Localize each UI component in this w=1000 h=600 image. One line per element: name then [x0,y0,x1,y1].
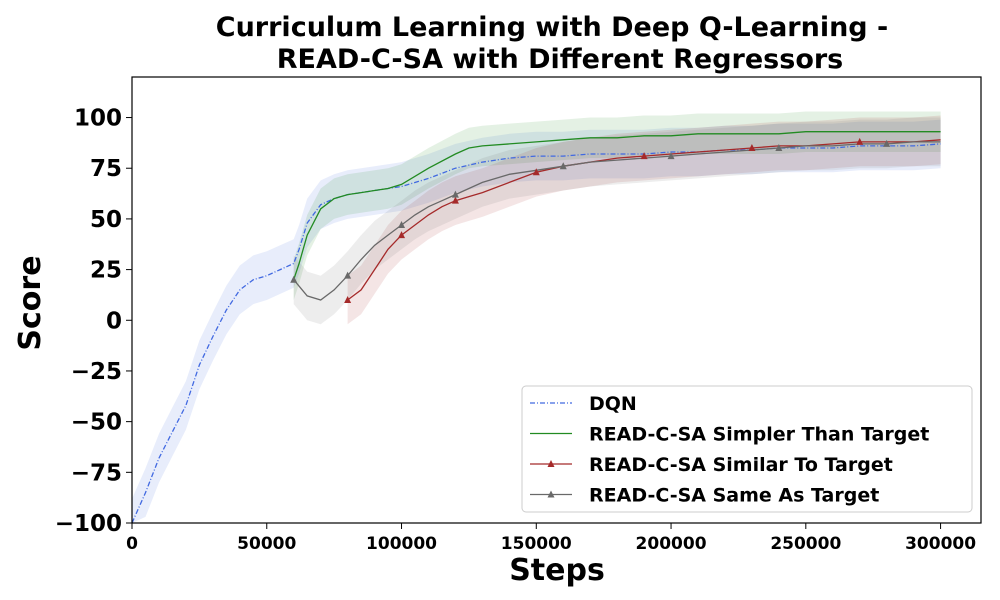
band-read-c-sa-similar-to-target [347,115,941,325]
marker-read-c-sa-same-as-target-28 [883,139,891,147]
y-tick-label: 0 [106,308,122,334]
y-axis-ticks: −100 −75 −50 −25 0 25 50 75 100 [55,106,132,537]
legend-label-read-c-sa-simpler-than-target: READ-C-SA Simpler Than Target [589,424,929,446]
marker-read-c-sa-similar-to-target-12 [532,168,540,176]
chart-title: Curriculum Learning with Deep Q-Learning… [216,12,888,75]
chart-title-line-1: Curriculum Learning with Deep Q-Learning… [216,12,888,43]
y-tick-label: 25 [90,258,122,284]
x-tick-label: 300000 [905,534,976,554]
x-axis-ticks: 0 50000 100000 150000 200000 250000 300000 [126,523,976,554]
marker-read-c-sa-similar-to-target-8 [451,196,459,204]
chart-title-line-2: READ-C-SA with Different Regressors [277,44,844,75]
legend-label-read-c-sa-similar-to-target: READ-C-SA Similar To Target [589,454,893,476]
y-tick-label: −75 [71,460,122,486]
y-tick-label: −100 [55,511,122,537]
legend-marker-read-c-sa-same-as-target [547,490,555,498]
legend-label-dqn: DQN [589,393,637,415]
marker-read-c-sa-same-as-target-24 [775,143,783,151]
line-read-c-sa-simpler-than-target [293,131,941,280]
marker-read-c-sa-same-as-target-4 [344,271,352,279]
band-read-c-sa-simpler-than-target [293,111,941,300]
x-axis-label: Steps [509,553,605,588]
legend: DQN READ-C-SA Simpler Than Target READ-C-S… [521,385,973,513]
series-markers [290,137,891,303]
x-tick-label: 250000 [770,534,841,554]
marker-read-c-sa-same-as-target-0 [290,275,298,283]
confidence-bands [132,111,941,523]
x-tick-label: 0 [126,534,138,554]
y-tick-label: 75 [90,156,122,182]
x-tick-label: 100000 [366,534,437,554]
marker-read-c-sa-same-as-target-12 [451,190,459,198]
y-tick-label: 50 [90,207,122,233]
marker-read-c-sa-similar-to-target-16 [640,152,648,160]
marker-read-c-sa-similar-to-target-20 [748,143,756,151]
x-tick-label: 50000 [237,534,296,554]
y-tick-label: 100 [74,106,122,132]
marker-read-c-sa-same-as-target-20 [667,152,675,160]
y-tick-label: −50 [71,410,122,436]
marker-read-c-sa-similar-to-target-4 [398,231,406,239]
y-tick-label: −25 [71,359,122,385]
band-read-c-sa-same-as-target [293,117,941,325]
x-tick-label: 150000 [501,534,572,554]
plot-frame [131,76,982,524]
legend-label-read-c-sa-same-as-target: READ-C-SA Same As Target [589,485,879,507]
marker-read-c-sa-similar-to-target-24 [856,137,864,145]
marker-read-c-sa-similar-to-target-0 [344,296,352,303]
marker-read-c-sa-same-as-target-16 [559,162,567,170]
x-tick-label: 200000 [636,534,707,554]
band-dqn [132,119,941,523]
y-axis-label: Score [13,255,48,350]
legend-marker-read-c-sa-similar-to-target [547,460,555,467]
marker-read-c-sa-same-as-target-8 [398,220,406,228]
legend-entries: DQN READ-C-SA Simpler Than Target READ-C-S… [530,393,929,507]
legend-box [521,385,973,513]
